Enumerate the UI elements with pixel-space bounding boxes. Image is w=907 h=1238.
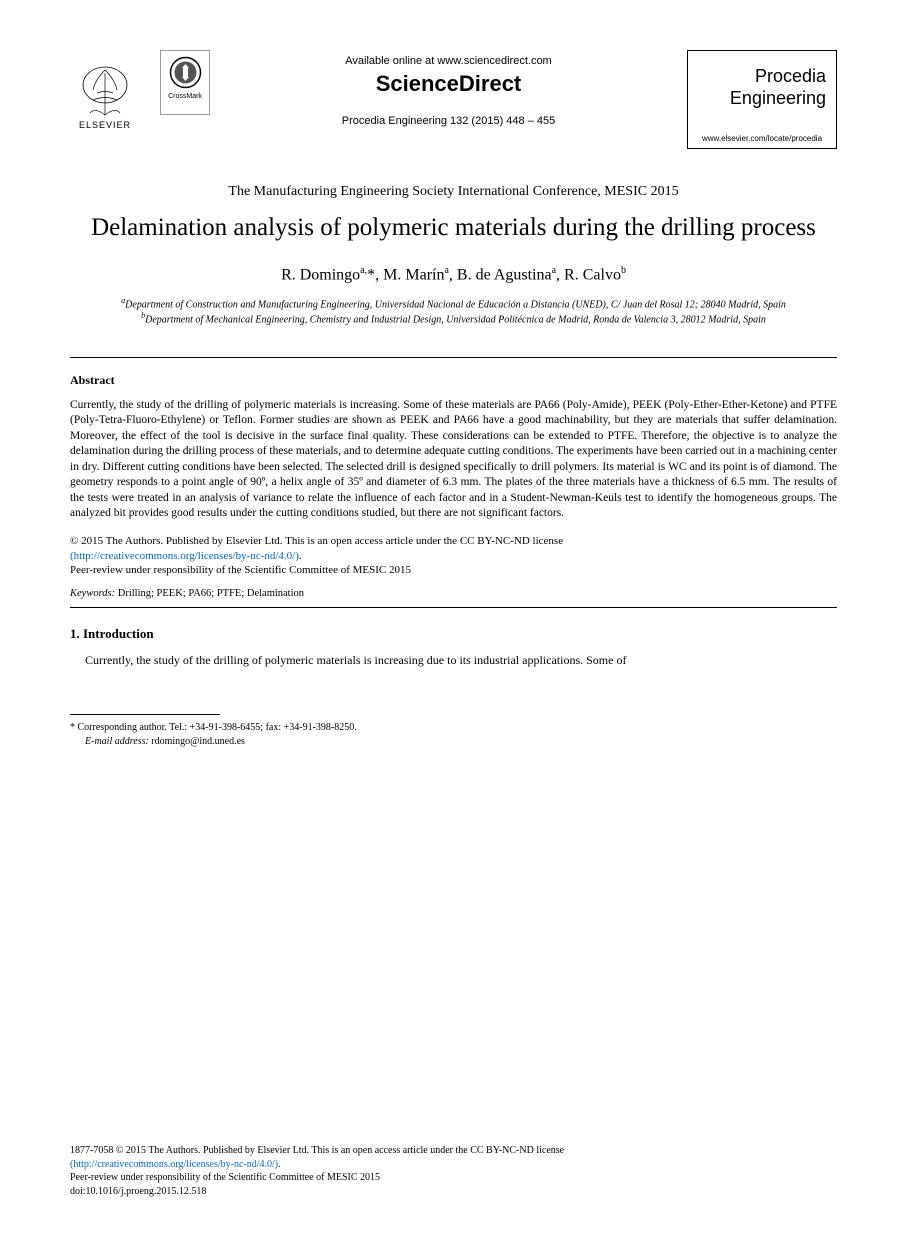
footer-doi: doi:10.1016/j.proeng.2015.12.518: [70, 1186, 206, 1197]
author-1: R. Domingo: [281, 266, 360, 283]
copyright-line2: Peer-review under responsibility of the …: [70, 564, 411, 576]
intro-heading: 1. Introduction: [70, 626, 837, 642]
paper-title: Delamination analysis of polymeric mater…: [70, 212, 837, 245]
header-left: ELSEVIER CrossMark: [70, 50, 210, 130]
affil-a-text: Department of Construction and Manufactu…: [125, 299, 786, 310]
author-4: R. Calvo: [564, 266, 621, 283]
abstract-text: Currently, the study of the drilling of …: [70, 398, 837, 522]
crossmark-label: CrossMark: [168, 93, 202, 100]
rule-below-keywords: [70, 607, 837, 608]
abstract-heading: Abstract: [70, 373, 837, 388]
footnote-rule: [70, 714, 220, 715]
footnote-corresponding: * Corresponding author. Tel.: +34-91-398…: [70, 721, 837, 735]
footnote-email: rdomingo@ind.uned.es: [149, 736, 245, 747]
keywords-text: Drilling; PEEK; PA66; PTFE; Delamination: [115, 588, 304, 599]
authors-line: R. Domingoa,*, M. Marína, B. de Agustina…: [70, 265, 837, 284]
copyright-line1: © 2015 The Authors. Published by Elsevie…: [70, 535, 563, 547]
footnote-block: * Corresponding author. Tel.: +34-91-398…: [70, 721, 837, 749]
available-online-text: Available online at www.sciencedirect.co…: [210, 55, 687, 67]
journal-name: Procedia Engineering: [698, 66, 826, 109]
rule-above-abstract: [70, 357, 837, 358]
footnote-email-label: E-mail address:: [85, 736, 149, 747]
keywords-line: Keywords: Drilling; PEEK; PA66; PTFE; De…: [70, 588, 837, 599]
affiliations: aDepartment of Construction and Manufact…: [70, 296, 837, 327]
author-1-star: *: [367, 266, 375, 283]
keywords-label: Keywords:: [70, 588, 115, 599]
journal-name-line1: Procedia: [755, 66, 826, 86]
footer-license-link[interactable]: (http://creativecommons.org/licenses/by-…: [70, 1159, 278, 1170]
license-link[interactable]: (http://creativecommons.org/licenses/by-…: [70, 550, 299, 562]
intro-text: Currently, the study of the drilling of …: [70, 652, 837, 669]
author-2: M. Marín: [383, 266, 444, 283]
copyright-block: © 2015 The Authors. Published by Elsevie…: [70, 534, 837, 579]
author-4-sup: b: [621, 265, 626, 276]
footer-issn: 1877-7058 © 2015 The Authors. Published …: [70, 1145, 564, 1156]
author-3: B. de Agustina: [457, 266, 552, 283]
sciencedirect-logo: ScienceDirect: [210, 71, 687, 97]
elsevier-tree-icon: [75, 65, 135, 120]
journal-box: Procedia Engineering www.elsevier.com/lo…: [687, 50, 837, 149]
author-3-sup: a: [552, 265, 556, 276]
elsevier-label: ELSEVIER: [79, 120, 131, 130]
footer-peer: Peer-review under responsibility of the …: [70, 1172, 380, 1183]
crossmark-badge[interactable]: CrossMark: [160, 50, 210, 115]
journal-url: www.elsevier.com/locate/procedia: [698, 134, 826, 143]
conference-name: The Manufacturing Engineering Society In…: [70, 184, 837, 200]
footnote-email-line: E-mail address: rdomingo@ind.uned.es: [85, 735, 837, 749]
crossmark-icon: [168, 55, 203, 90]
page-footer: 1877-7058 © 2015 The Authors. Published …: [70, 1144, 837, 1198]
elsevier-logo: ELSEVIER: [70, 50, 140, 130]
affil-b-text: Department of Mechanical Engineering, Ch…: [145, 315, 766, 326]
citation-text: Procedia Engineering 132 (2015) 448 – 45…: [210, 115, 687, 127]
author-2-sup: a: [444, 265, 448, 276]
header-center: Available online at www.sciencedirect.co…: [210, 50, 687, 127]
journal-name-line2: Engineering: [730, 88, 826, 108]
header-row: ELSEVIER CrossMark Available online at w…: [70, 50, 837, 149]
